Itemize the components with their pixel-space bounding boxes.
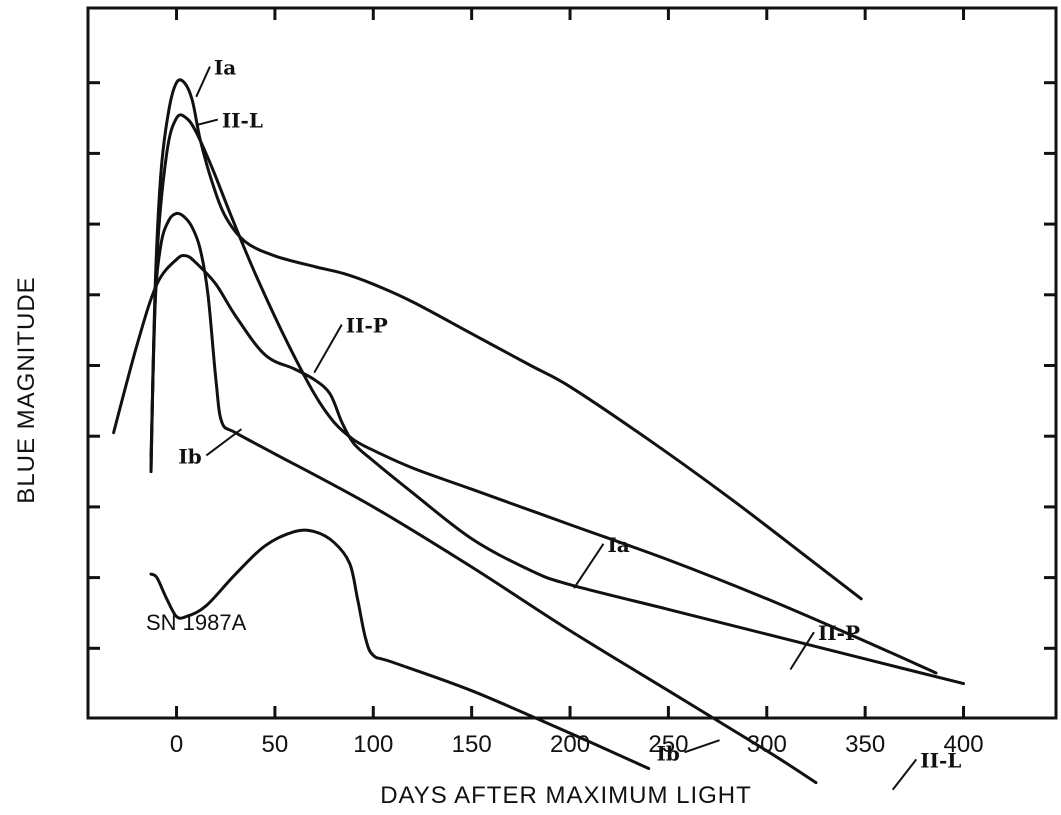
- sn1987a-annotation: SN 1987A: [146, 610, 247, 635]
- x-tick-label-2: 100: [353, 731, 393, 758]
- series-line-sn-1987a: [149, 528, 651, 770]
- plot-border: [86, 6, 1058, 720]
- x-tick-labels: 0 50 100 150 200 250 300 350 400: [170, 731, 984, 758]
- curve-label-ii-p-5: II-P: [818, 621, 860, 645]
- curve-label-ia-4: Ia: [607, 533, 629, 557]
- x-tick-label-4: 200: [550, 731, 590, 758]
- curve-label-ia-0: Ia: [214, 56, 236, 80]
- series-line-ii-l: [149, 113, 938, 675]
- curve-label-ii-l-1: II-L: [222, 109, 263, 133]
- x-tick-label-8: 400: [944, 731, 984, 758]
- x-tick-label-7: 350: [845, 731, 885, 758]
- series-line-ib: [149, 211, 818, 785]
- series-group: [112, 78, 965, 785]
- series-line-ii-p: [112, 254, 965, 686]
- curve-label-ib-6: Ib: [656, 741, 679, 765]
- x-tick-label-3: 150: [452, 731, 492, 758]
- leader-line-ia-4: [573, 543, 605, 589]
- leader-line-ib-6: [684, 739, 720, 754]
- curve-label-ii-p-2: II-P: [346, 314, 388, 338]
- curve-labels: Ia II-L II-P Ib Ia II-P Ib II-L: [178, 56, 961, 791]
- axis-ticks: [88, 8, 1056, 718]
- plot-frame: [86, 6, 1058, 720]
- leader-line-ii-l-1: [195, 118, 219, 127]
- x-tick-label-5: 250: [648, 731, 688, 758]
- y-axis-title: BLUE MAGNITUDE: [13, 276, 40, 503]
- curve-label-ii-l-7: II-L: [920, 748, 961, 772]
- leader-line-ii-p-5: [789, 631, 815, 671]
- series-line-ia: [149, 78, 863, 601]
- curve-label-ib-3: Ib: [178, 444, 201, 468]
- leader-line-ia-0: [195, 66, 211, 98]
- x-tick-label-1: 50: [262, 731, 289, 758]
- leader-line-ii-p-2: [313, 324, 343, 374]
- leader-line-ii-l-7: [891, 758, 918, 791]
- leader-line-ib-3: [205, 428, 243, 457]
- x-tick-label-0: 0: [170, 731, 183, 758]
- x-axis-title: DAYS AFTER MAXIMUM LIGHT: [380, 782, 752, 809]
- x-tick-label-6: 300: [747, 731, 787, 758]
